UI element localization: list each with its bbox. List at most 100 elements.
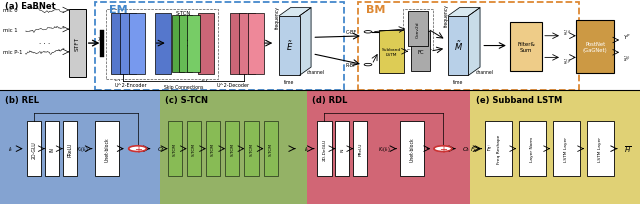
Text: (d) RDL: (d) RDL [312, 96, 348, 105]
Text: mic P-1: mic P-1 [3, 50, 22, 55]
Text: channel: channel [476, 69, 493, 74]
FancyBboxPatch shape [353, 121, 367, 176]
Text: STFT: STFT [75, 37, 80, 51]
Text: S-TCM: S-TCM [192, 142, 196, 155]
Text: $\tilde{E}$: $\tilde{E}$ [486, 144, 492, 153]
FancyBboxPatch shape [155, 14, 171, 74]
FancyBboxPatch shape [120, 14, 136, 74]
FancyBboxPatch shape [206, 121, 220, 176]
FancyBboxPatch shape [111, 14, 127, 74]
Text: IN: IN [49, 146, 54, 151]
Text: frequency: frequency [275, 6, 280, 29]
FancyBboxPatch shape [248, 14, 264, 74]
FancyBboxPatch shape [408, 12, 428, 47]
FancyBboxPatch shape [470, 91, 640, 204]
FancyBboxPatch shape [587, 121, 614, 176]
Text: $\tilde{E}$: $\tilde{E}$ [285, 40, 293, 53]
FancyBboxPatch shape [400, 121, 424, 176]
FancyBboxPatch shape [239, 14, 255, 74]
Text: Filter&
Sum: Filter& Sum [517, 42, 535, 53]
Text: Unet-block: Unet-block [410, 137, 415, 161]
Text: time: time [284, 80, 294, 85]
Text: 2D-DeGLU: 2D-DeGLU [323, 138, 326, 160]
FancyBboxPatch shape [129, 14, 145, 74]
Text: R-BF: R-BF [346, 63, 356, 68]
Text: LSTM Layer: LSTM Layer [598, 136, 602, 161]
Text: ...: ... [200, 74, 208, 83]
Text: mic 0: mic 0 [3, 8, 18, 13]
Text: FC: FC [417, 49, 424, 54]
FancyBboxPatch shape [307, 91, 470, 204]
Text: $I_t$: $I_t$ [304, 144, 310, 153]
FancyBboxPatch shape [264, 121, 278, 176]
Text: EM: EM [109, 5, 127, 15]
Polygon shape [279, 9, 311, 17]
Circle shape [364, 64, 372, 67]
Text: $\hat{s}^{(j)}$: $\hat{s}^{(j)}$ [623, 54, 631, 64]
Text: $\hat{s}^{(j)}$: $\hat{s}^{(j)}$ [563, 57, 572, 66]
Text: +: + [134, 144, 141, 154]
FancyBboxPatch shape [411, 32, 430, 72]
Text: ...: ... [113, 74, 121, 83]
Text: S-TCM: S-TCM [173, 142, 177, 155]
Text: $K_i(I_t)$: $K_i(I_t)$ [76, 144, 88, 153]
Text: time: time [453, 80, 463, 85]
FancyBboxPatch shape [0, 0, 640, 91]
FancyBboxPatch shape [95, 121, 119, 176]
Text: U^2-Decoder: U^2-Decoder [217, 82, 250, 87]
Text: Unet-block: Unet-block [104, 137, 109, 161]
Text: $K_i(I_t)$: $K_i(I_t)$ [378, 144, 390, 153]
Text: $O_t$: $O_t$ [157, 144, 166, 153]
FancyBboxPatch shape [198, 14, 214, 74]
Text: IN: IN [340, 147, 344, 151]
Text: S-TCM: S-TCM [230, 142, 234, 155]
FancyBboxPatch shape [168, 121, 182, 176]
FancyBboxPatch shape [335, 121, 349, 176]
Circle shape [434, 146, 452, 152]
Text: PostNet
(GaGNet): PostNet (GaGNet) [583, 42, 607, 52]
Text: $\tilde{M}$: $\tilde{M}$ [454, 40, 463, 53]
FancyBboxPatch shape [230, 14, 246, 74]
FancyBboxPatch shape [100, 30, 104, 58]
FancyBboxPatch shape [187, 121, 201, 176]
FancyBboxPatch shape [244, 121, 259, 176]
Text: 2D-GLU: 2D-GLU [31, 140, 36, 158]
FancyBboxPatch shape [448, 17, 468, 76]
Text: $\hat{s}^{(i)}$: $\hat{s}^{(i)}$ [563, 29, 572, 38]
FancyBboxPatch shape [45, 121, 59, 176]
Polygon shape [468, 9, 480, 76]
FancyBboxPatch shape [27, 121, 41, 176]
FancyBboxPatch shape [485, 121, 512, 176]
Text: $Y^P$: $Y^P$ [623, 32, 632, 41]
Text: X: X [98, 37, 102, 42]
Text: Conv2d: Conv2d [416, 21, 420, 38]
Text: S-TCM: S-TCM [269, 142, 273, 155]
FancyBboxPatch shape [519, 121, 546, 176]
FancyBboxPatch shape [379, 31, 404, 73]
Text: S-TCM: S-TCM [211, 142, 215, 155]
Circle shape [364, 31, 372, 34]
Text: S-TCM: S-TCM [250, 142, 253, 155]
Text: (a) EaBNet: (a) EaBNet [5, 2, 56, 11]
FancyBboxPatch shape [179, 16, 192, 72]
Circle shape [129, 146, 147, 152]
FancyBboxPatch shape [279, 17, 300, 76]
Text: (e) Subband LSTM: (e) Subband LSTM [476, 96, 562, 105]
Text: $\overline{H}$: $\overline{H}$ [624, 144, 631, 154]
Text: BM: BM [366, 5, 385, 15]
Text: U^2-Encoder: U^2-Encoder [115, 82, 147, 87]
Text: · · ·: · · · [39, 41, 51, 47]
FancyBboxPatch shape [63, 121, 77, 176]
Text: Freq Reshape: Freq Reshape [497, 134, 500, 164]
FancyBboxPatch shape [510, 23, 542, 72]
FancyBboxPatch shape [317, 121, 332, 176]
Text: Skip Connections: Skip Connections [164, 85, 204, 90]
Text: Layer Norm: Layer Norm [531, 136, 534, 161]
FancyBboxPatch shape [172, 16, 184, 72]
Text: $O_t$: $O_t$ [462, 144, 471, 153]
Text: PReLU: PReLU [358, 142, 362, 156]
Text: Subband
LSTM: Subband LSTM [382, 48, 401, 56]
Text: frequency: frequency [444, 4, 449, 27]
Text: +: + [439, 144, 447, 154]
Text: $I_t$: $I_t$ [8, 144, 13, 153]
